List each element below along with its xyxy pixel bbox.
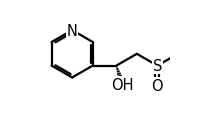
Text: OH: OH [111,77,134,92]
Text: S: S [153,59,162,74]
Text: O: O [152,79,163,93]
Text: N: N [67,23,78,38]
